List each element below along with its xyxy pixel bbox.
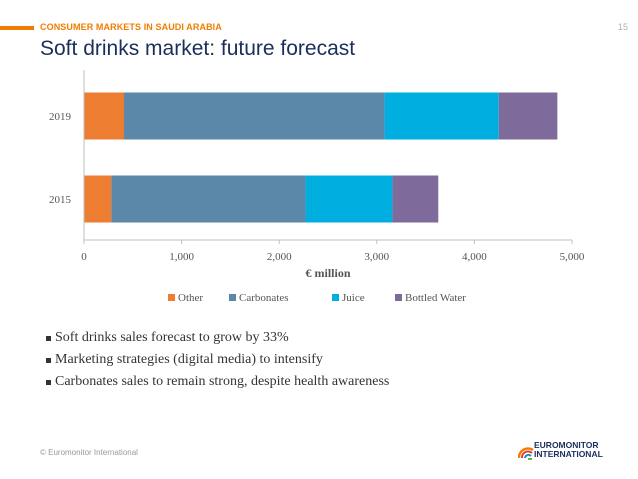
- stacked-bar-chart: 2019 2015 0 1,000 2,000 3,000 4,000 5,000 € mill…: [49, 70, 585, 304]
- bullet-marker: [46, 335, 51, 341]
- bullet-marker: [46, 357, 51, 363]
- bullet-item: Marketing strategies (digital media) to …: [46, 349, 389, 371]
- x-tick-label: 3,000: [364, 251, 389, 263]
- bar-juice-2019: [384, 92, 499, 140]
- legend-label-bottled-water: Bottled Water: [405, 292, 466, 304]
- legend-swatch-carbonates: [229, 294, 236, 301]
- legend-label-carbonates: Carbonates: [239, 292, 288, 304]
- x-tick-label: 4,000: [462, 251, 487, 263]
- chart-axes: 2019 2015 0 1,000 2,000 3,000 4,000 5,000 € mill…: [49, 70, 585, 280]
- bar-juice-2015: [305, 175, 393, 223]
- bar-carbonates-2019: [124, 92, 385, 140]
- legend-label-other: Other: [178, 292, 203, 304]
- chart-legend: Other Carbonates Juice Bottled Water: [168, 292, 466, 304]
- x-tick-label: 2,000: [267, 251, 292, 263]
- bar-carbonates-2015: [111, 175, 306, 223]
- footer-copyright: © Euromonitor International: [40, 448, 138, 457]
- x-tick-label: 1,000: [169, 251, 194, 263]
- legend-swatch-bottled-water: [395, 294, 402, 301]
- bullet-text: Carbonates sales to remain strong, despi…: [55, 374, 390, 389]
- bullet-marker: [46, 379, 51, 385]
- page-title: Soft drinks market: future forecast: [40, 37, 356, 60]
- x-tick-label: 0: [81, 251, 87, 263]
- euromonitor-logo: EUROMONITOR INTERNATIONAL: [517, 440, 618, 462]
- logo-line-1: EUROMONITOR: [534, 440, 599, 450]
- page-number: 15: [617, 22, 628, 32]
- logo-line-2: INTERNATIONAL: [534, 449, 603, 459]
- legend-swatch-other: [168, 294, 175, 301]
- x-tick-label: 5,000: [560, 251, 585, 263]
- bullet-item: Carbonates sales to remain strong, despi…: [46, 371, 389, 393]
- logo-icon: [517, 447, 534, 460]
- bullet-text: Soft drinks sales forecast to grow by 33…: [55, 330, 289, 345]
- bar-other-2015: [84, 175, 112, 223]
- bar-bottled-water-2019: [498, 92, 558, 140]
- bar-other-2019: [84, 92, 125, 140]
- chart-bars: [84, 92, 558, 223]
- legend-label-juice: Juice: [342, 292, 365, 304]
- logo-text: EUROMONITOR INTERNATIONAL: [534, 441, 603, 459]
- bar-bottled-water-2015: [392, 175, 439, 223]
- bullet-text: Marketing strategies (digital media) to …: [55, 352, 323, 367]
- section-label: CONSUMER MARKETS IN SAUDI ARABIA: [40, 22, 222, 32]
- accent-bar: [0, 26, 34, 30]
- bullet-item: Soft drinks sales forecast to grow by 33…: [46, 327, 389, 349]
- y-tick-label: 2019: [49, 111, 72, 123]
- bullet-list: Soft drinks sales forecast to grow by 33…: [46, 327, 389, 393]
- x-axis-title: € million: [305, 266, 350, 280]
- legend-swatch-juice: [332, 294, 339, 301]
- y-tick-label: 2015: [49, 194, 72, 206]
